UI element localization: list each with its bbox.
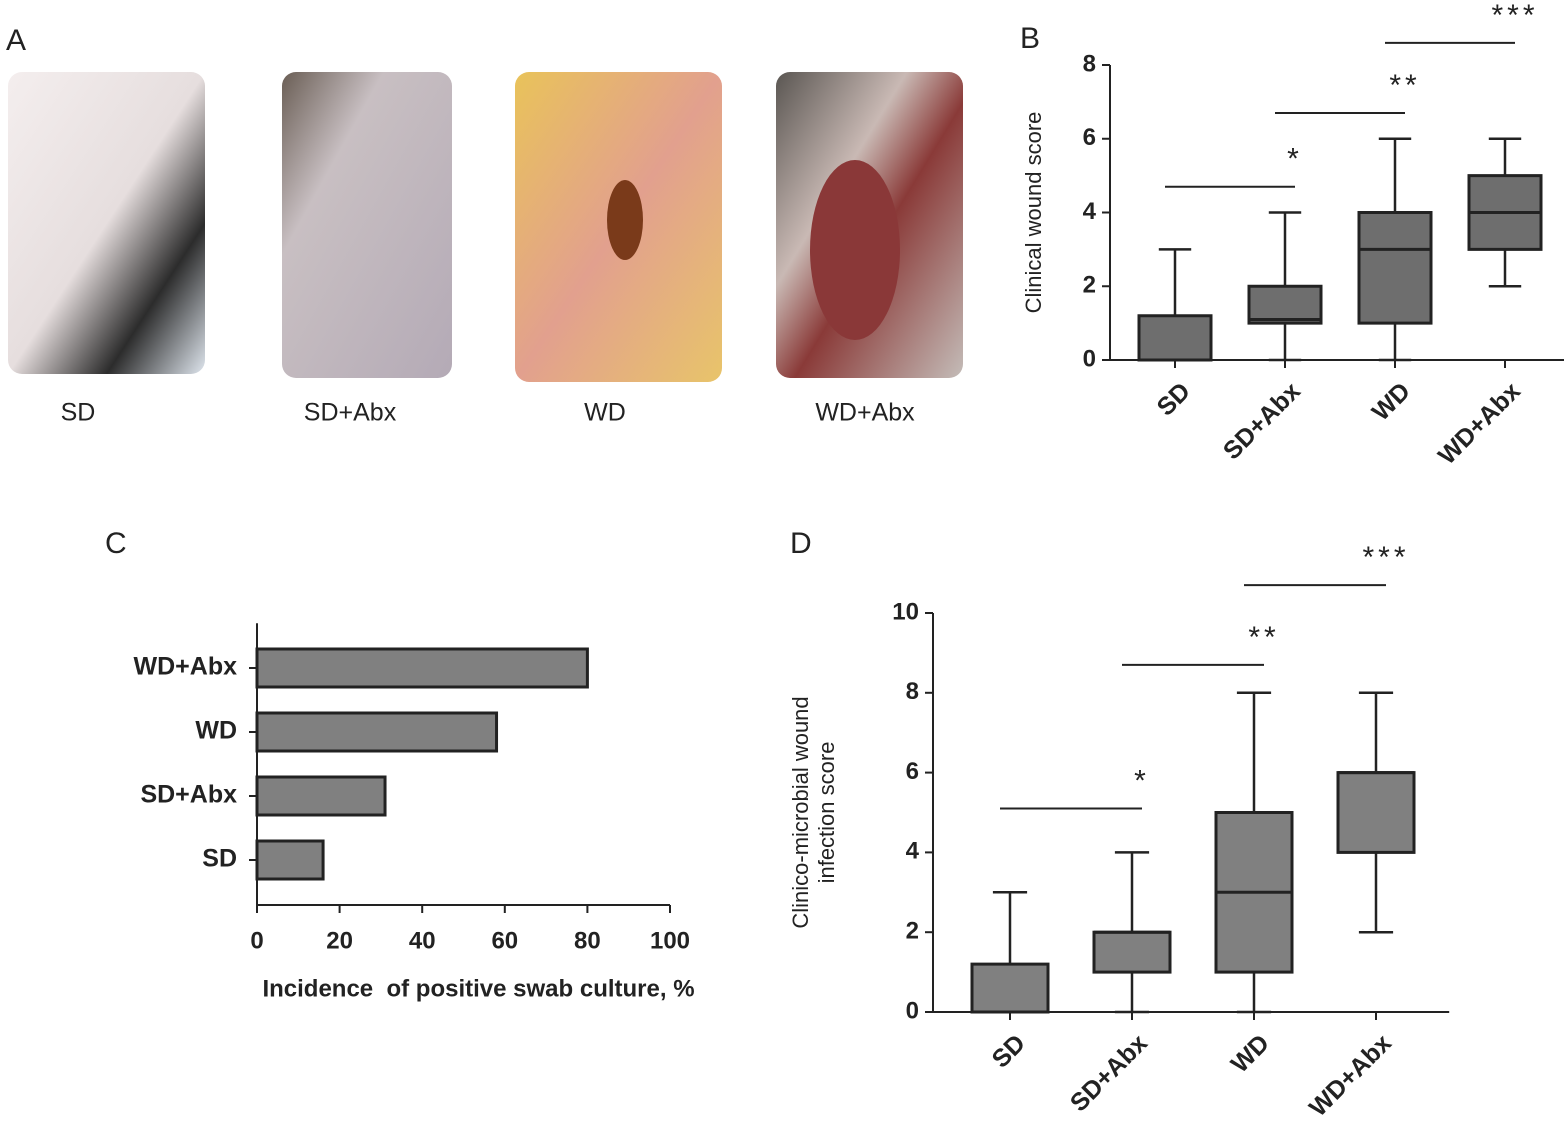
x-tick-label: 20 [326, 927, 353, 954]
box [1357, 211, 1433, 325]
photo-label: SD [61, 399, 96, 427]
significance-label: *** [1362, 541, 1409, 574]
y-axis-title: Clinico-microbial wound [788, 696, 813, 928]
y-tick-label: 6 [906, 758, 919, 785]
photo-detail [607, 180, 643, 260]
y-tick-label: 2 [1083, 272, 1096, 299]
significance-label: ** [1248, 621, 1279, 654]
x-tick-label: SD+Abx [1065, 1029, 1153, 1117]
y-tick-label: 2 [906, 918, 919, 945]
photo-label: WD+Abx [815, 399, 915, 427]
x-tick-label: WD+Abx [1433, 377, 1526, 470]
box [970, 962, 1050, 1014]
y-tick-label: 4 [906, 838, 920, 865]
y-tick-label: WD [195, 717, 237, 745]
x-tick-label: SD [987, 1029, 1031, 1073]
x-tick-label: WD [1367, 377, 1416, 426]
x-tick-label: SD [1152, 377, 1196, 421]
photo-detail [810, 160, 900, 340]
x-tick-label: 60 [491, 927, 518, 954]
x-tick-label: 100 [650, 927, 690, 954]
y-tick-label: 0 [906, 997, 919, 1024]
photo-label: SD+Abx [304, 399, 397, 427]
panel-label: C [105, 527, 127, 560]
x-tick-label: 0 [250, 927, 263, 954]
photo [8, 72, 205, 374]
panel-label: D [790, 527, 812, 560]
significance-label: ** [1389, 69, 1420, 102]
y-axis-title: Clinical wound score [1021, 112, 1046, 314]
y-tick-label: 4 [1083, 198, 1097, 225]
bar [255, 775, 387, 817]
box [1336, 771, 1416, 854]
y-tick-label: WD+Abx [134, 653, 238, 681]
x-tick-label: SD+Abx [1218, 377, 1306, 465]
box [1137, 314, 1213, 362]
x-tick-label: WD+Abx [1304, 1029, 1397, 1122]
y-tick-label: 6 [1083, 124, 1096, 151]
panel-label: A [6, 24, 26, 57]
bar [255, 839, 325, 881]
significance-label: *** [1491, 0, 1538, 32]
significance-label: * [1287, 143, 1303, 176]
bar [255, 711, 499, 753]
y-tick-label: 8 [1083, 50, 1096, 77]
panel-label: B [1020, 22, 1040, 55]
y-axis-title: infection score [814, 742, 839, 884]
y-tick-label: 10 [892, 598, 919, 625]
photo-label: WD [584, 399, 626, 427]
y-tick-label: 0 [1083, 345, 1096, 372]
y-tick-label: SD [202, 845, 237, 873]
significance-label: * [1134, 764, 1150, 797]
x-tick-label: 80 [574, 927, 601, 954]
x-axis-title: Incidence of positive swab culture, % [262, 975, 694, 1002]
x-tick-label: WD [1226, 1029, 1275, 1078]
box [1247, 284, 1323, 325]
bar [255, 647, 589, 689]
box [1092, 930, 1172, 974]
y-tick-label: SD+Abx [140, 781, 237, 809]
photo [282, 72, 452, 378]
x-tick-label: 40 [409, 927, 436, 954]
y-tick-label: 8 [906, 678, 919, 705]
